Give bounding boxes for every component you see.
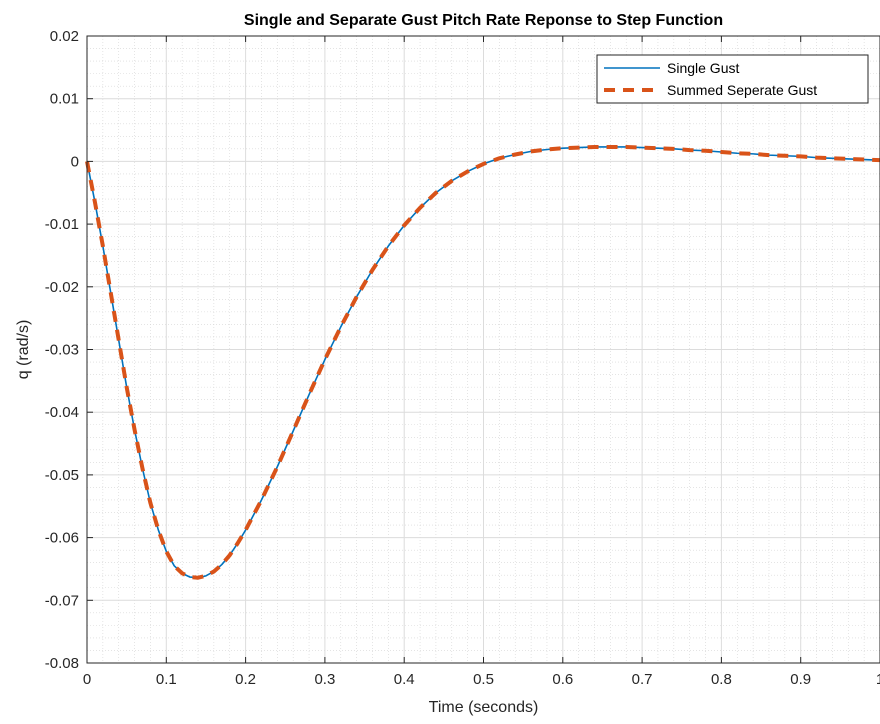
y-tick-label: -0.05	[45, 467, 79, 484]
legend-box	[596, 54, 869, 104]
y-tick-label: -0.04	[45, 404, 79, 421]
chart-title: Single and Separate Gust Pitch Rate Repo…	[244, 12, 723, 29]
x-axis-ticks: 0 0.1 0.2 0.3 0.4 0.5 0.6 0.7 0.8 0.9 1	[83, 36, 880, 688]
y-tick-label: -0.03	[45, 342, 79, 359]
x-tick-label: 0.7	[632, 671, 653, 688]
y-tick-label: -0.07	[45, 592, 79, 609]
y-tick-label: -0.08	[45, 655, 79, 672]
x-tick-label: 0.1	[156, 671, 177, 688]
x-tick-label: 0.8	[711, 671, 732, 688]
y-tick-label: -0.06	[45, 530, 79, 547]
y-tick-label: -0.02	[45, 279, 79, 296]
x-tick-label: 0.6	[552, 671, 573, 688]
legend-label-2: Summed Seperate Gust	[667, 82, 817, 98]
x-tick-label: 0.5	[473, 671, 494, 688]
y-tick-label: 0.02	[50, 28, 79, 45]
y-tick-label: -0.01	[45, 216, 79, 233]
y-tick-label: 0.01	[50, 91, 79, 108]
series-layer	[85, 144, 880, 580]
legend: Single Gust Summed Seperate Gust	[596, 54, 869, 104]
x-axis-label: Time (seconds)	[429, 699, 539, 716]
legend-label-1: Single Gust	[667, 60, 739, 76]
x-tick-label: 0.4	[394, 671, 415, 688]
x-tick-label: 0.3	[314, 671, 335, 688]
x-tick-label: 0.9	[790, 671, 811, 688]
y-axis-label: q (rad/s)	[15, 320, 32, 380]
series-line-2	[85, 144, 880, 580]
x-tick-label: 0	[83, 671, 91, 688]
y-tick-label: 0	[71, 153, 79, 170]
x-tick-label: 0.2	[235, 671, 256, 688]
x-tick-label: 1	[876, 671, 880, 688]
y-axis-ticks: -0.08 -0.07 -0.06 -0.05 -0.04 -0.03 -0.02 -0.01…	[45, 28, 93, 672]
